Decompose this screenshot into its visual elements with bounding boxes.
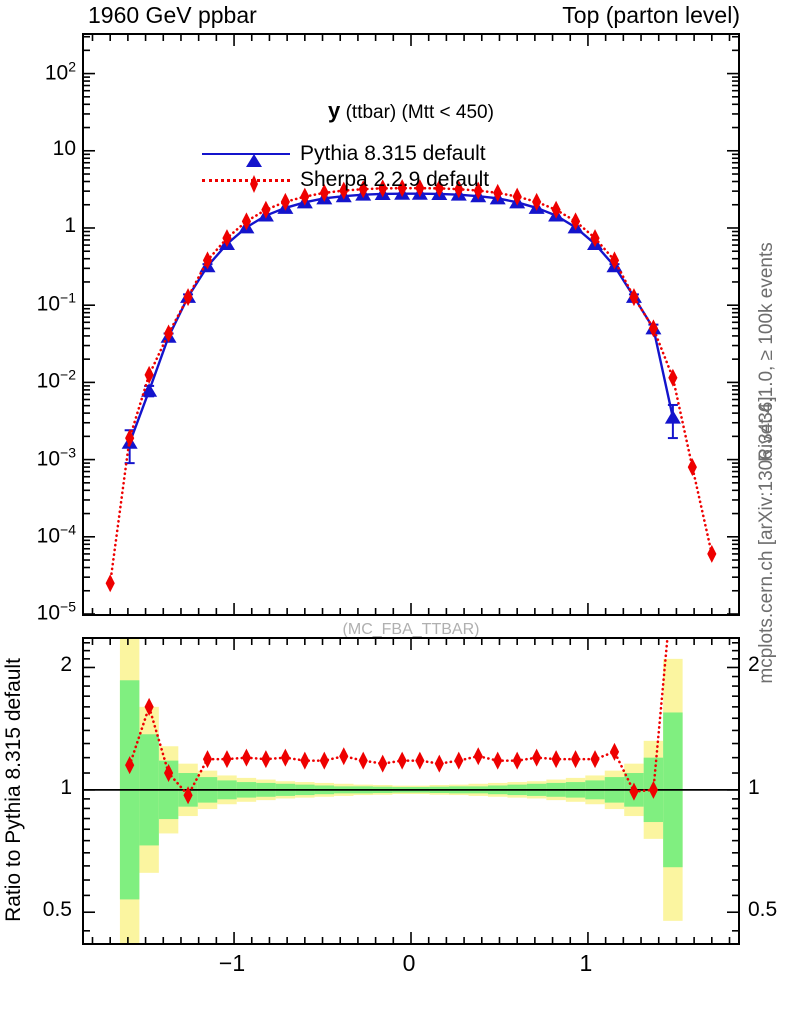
ratio-y-tick-label: 1 [60, 775, 72, 799]
y-tick-label: 10−1 [36, 289, 76, 316]
plot-title: y (ttbar) (Mtt < 450) [328, 98, 494, 124]
legend-item-sherpa[interactable]: Sherpa 2.2.9 default [202, 167, 489, 193]
main-y-axis-labels: 10−5 10−4 10−3 10−2 10−1 1 10 102 [0, 33, 76, 624]
legend-label-pythia: Pythia 8.315 default [300, 142, 486, 165]
ratio-y-axis-labels-right: 0.5 1 2 [744, 637, 786, 945]
y-tick-label: 1 [64, 213, 76, 237]
plot-title-variable: y [328, 98, 341, 123]
x-axis-labels: −1 0 1 [82, 950, 740, 990]
plot-title-rest: (ttbar) (Mtt < 450) [345, 102, 494, 123]
legend: Pythia 8.315 default Sherpa 2.2.9 defaul… [202, 141, 489, 193]
ratio-plot-panel [82, 637, 740, 945]
ratio-y-tick-label: 0.5 [748, 898, 778, 922]
legend-key-pythia [202, 145, 290, 167]
y-tick-label: 10−3 [36, 444, 76, 471]
ratio-y-tick-label: 2 [748, 653, 760, 677]
mcplots-source-label: mcplots.cern.ch [arXiv:1306.3436] [756, 396, 777, 684]
ratio-plot-canvas [84, 639, 738, 943]
ratio-y-tick-label: 2 [60, 653, 72, 677]
y-tick-label: 10 [52, 136, 76, 160]
header-left-label: 1960 GeV ppbar [88, 2, 257, 28]
ratio-axis-title: Ratio to Pythia 8.315 default [2, 658, 25, 922]
ratio-y-tick-label: 0.5 [42, 898, 72, 922]
legend-key-sherpa [202, 171, 290, 193]
analysis-watermark: (MC_FBA_TTBAR) [342, 621, 480, 638]
ratio-y-axis-labels-left: 0.5 1 2 [0, 637, 76, 945]
x-tick-label: 1 [579, 950, 593, 976]
legend-item-pythia[interactable]: Pythia 8.315 default [202, 141, 489, 167]
legend-label-sherpa: Sherpa 2.2.9 default [300, 168, 490, 191]
x-tick-label: −1 [218, 950, 246, 976]
x-tick-label: 0 [402, 950, 416, 976]
y-tick-label: 10−2 [36, 366, 76, 393]
y-tick-label: 102 [44, 58, 76, 85]
header-right-label: Top (parton level) [562, 2, 740, 28]
main-plot-canvas [84, 35, 738, 614]
y-tick-label: 10−5 [36, 598, 76, 625]
main-plot-panel: y (ttbar) (Mtt < 450) (MC_FBA_TTBAR) Pyt… [82, 33, 740, 638]
ratio-y-tick-label: 1 [748, 775, 760, 799]
y-tick-label: 10−4 [36, 521, 76, 548]
